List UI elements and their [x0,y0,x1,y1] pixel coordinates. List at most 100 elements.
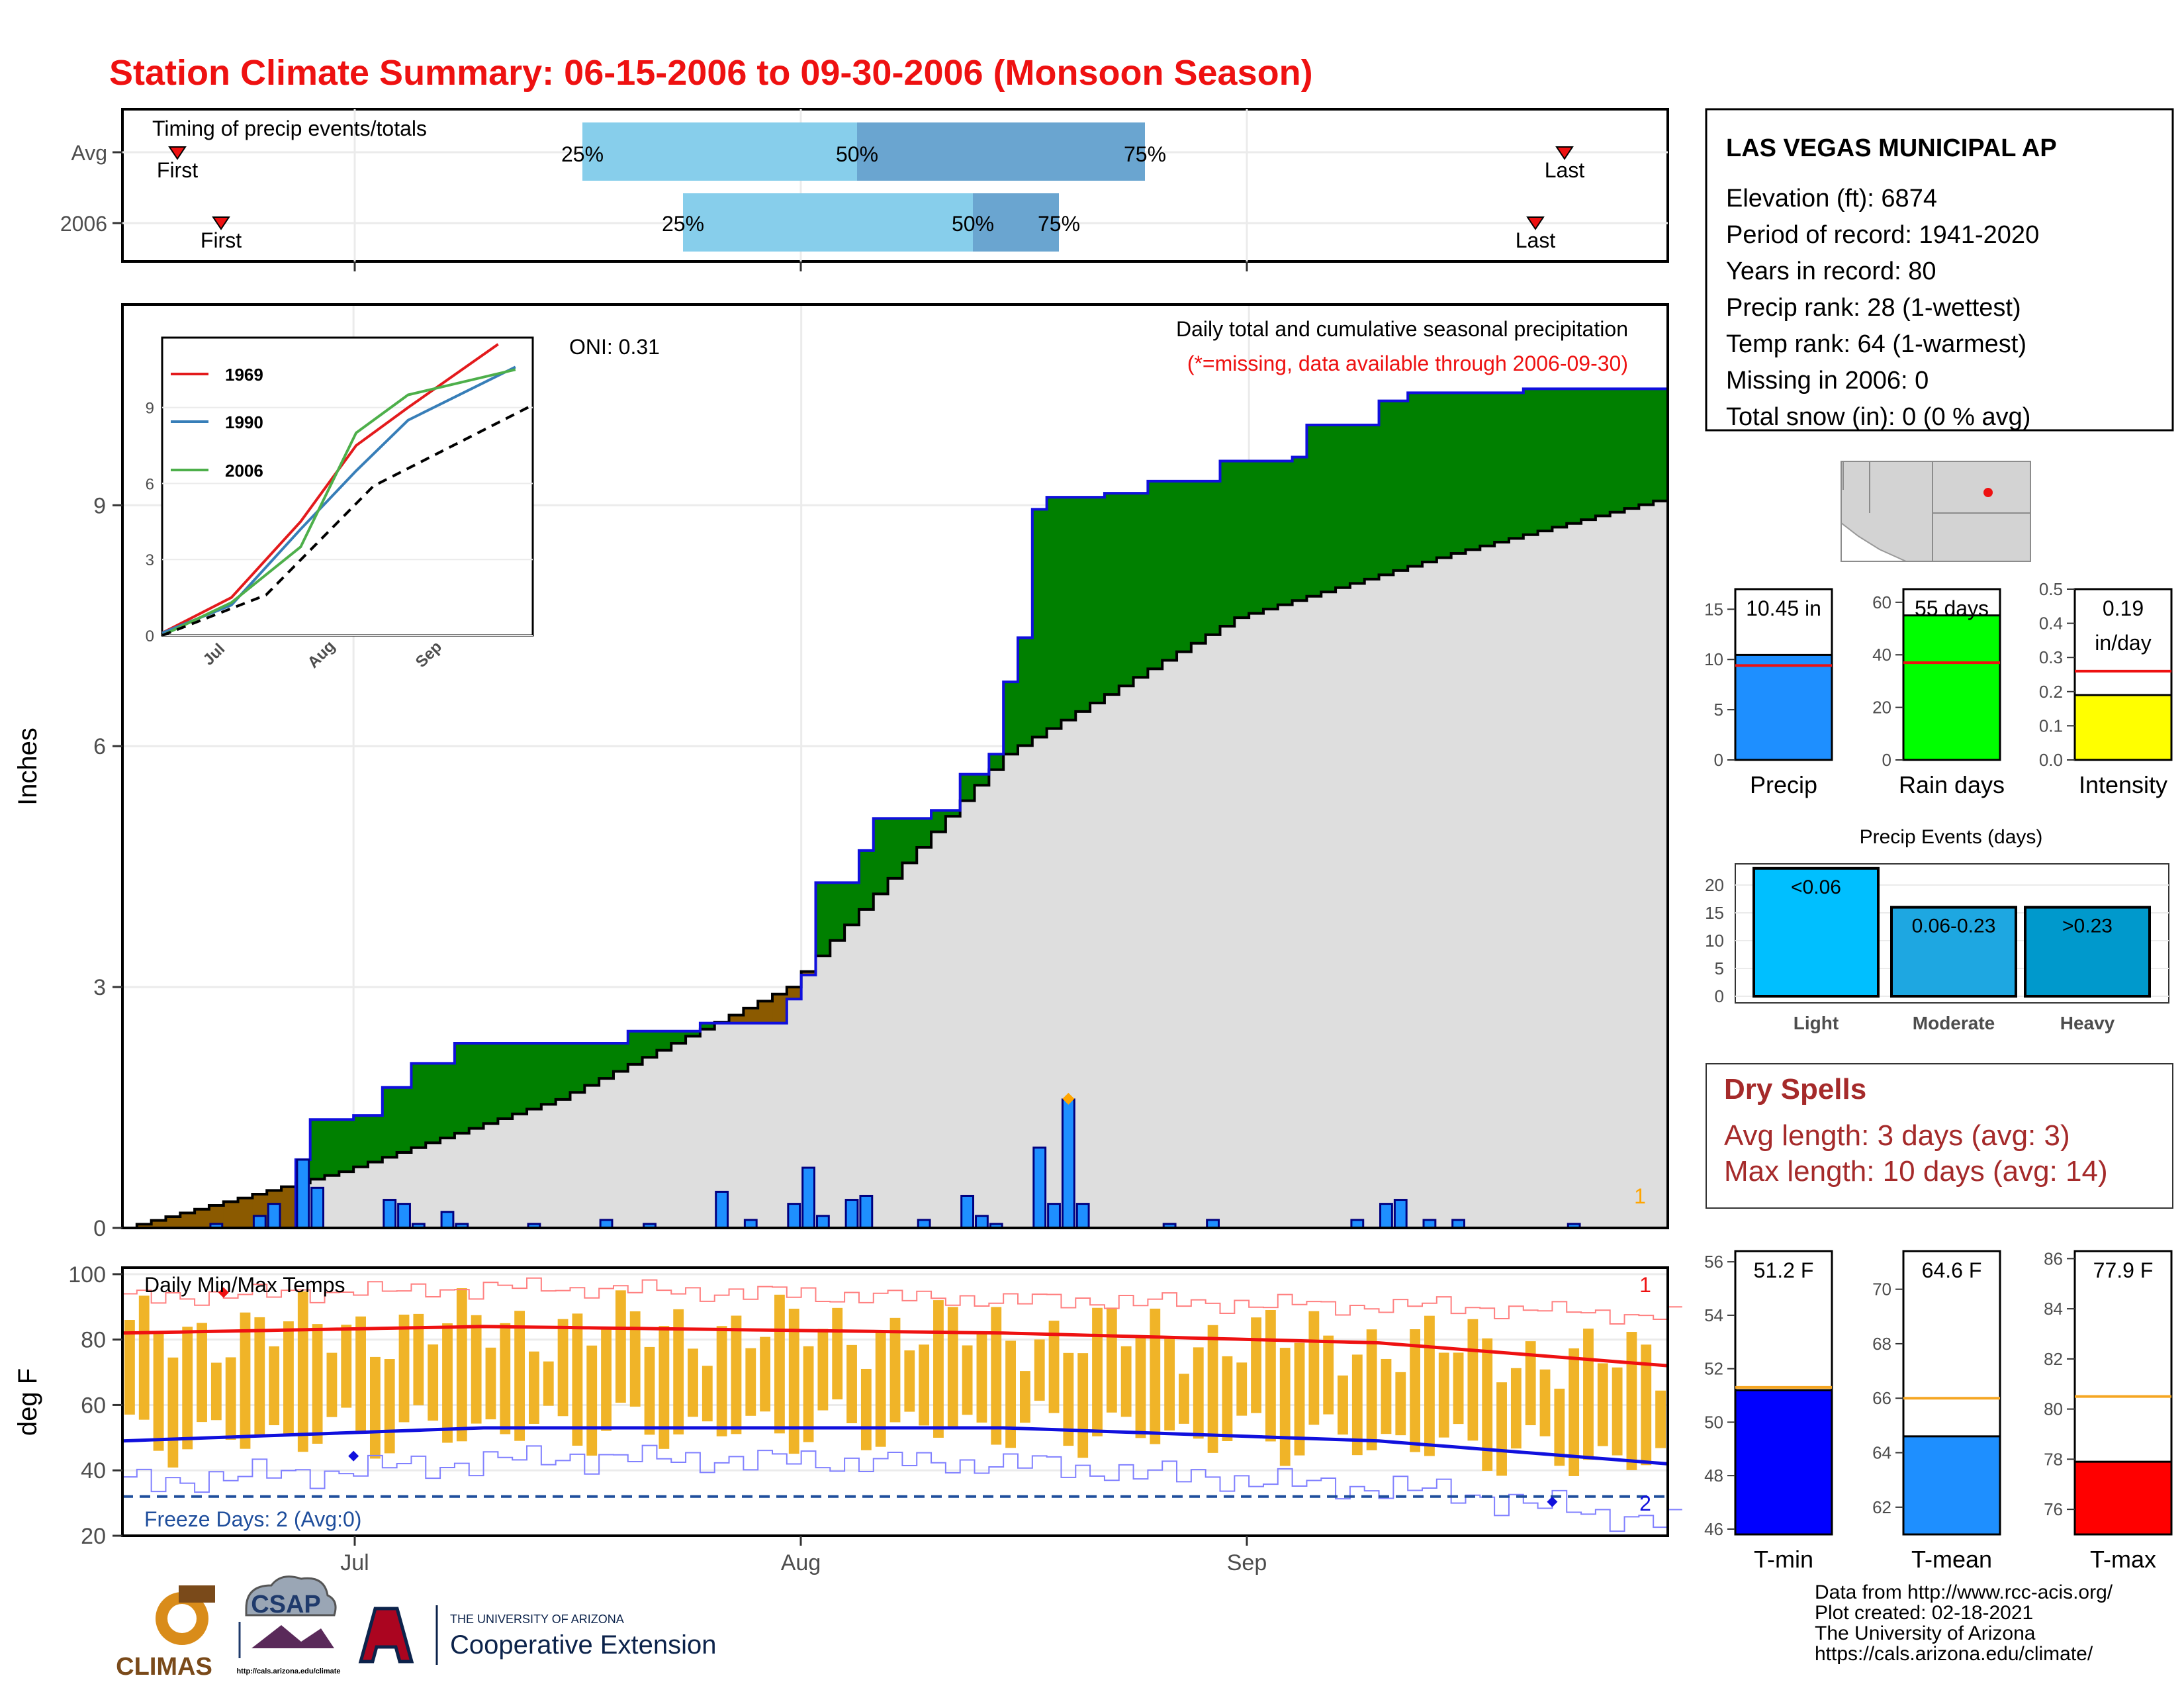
daily-temp-range-bar [601,1329,612,1431]
rain-days-y-tick-label: 40 [1872,645,1891,665]
daily-temp-range-bar [832,1307,843,1399]
daily-temp-range-bar [225,1357,236,1440]
footer-line-source: Data from http://www.rcc-acis.org/ [1815,1581,2113,1603]
inset-legend-1969: 1969 [225,365,263,385]
precip-summary-bar: 0 5 10 15 10.45 in Precip [1704,588,1833,798]
above-average-band [1653,389,1668,501]
station-line-period: Period of record: 1941-2020 [1726,221,2039,249]
daily-temp-range-bar [673,1309,684,1434]
precip-y-tick-label: 10 [1704,649,1723,669]
event-bar-label: Moderate [1913,1013,1995,1033]
daily-temp-range-bar [312,1324,323,1444]
t-min-y-tick-label: 50 [1704,1412,1723,1432]
daily-precip-bar [397,1203,411,1229]
below-average-band [729,1015,744,1023]
above-average-band [454,1043,470,1133]
dry-spells-box: Dry Spells Avg length: 3 days (avg: 3) M… [1706,1063,2173,1209]
below-average-band [208,1205,224,1228]
precip-events-chart: Precip Events (days) <0.06 Light 0.06-0.23… [1705,826,2169,1033]
rain-days-axis-label: Rain days [1899,771,2005,798]
above-average-band [498,1043,513,1119]
temperature-summary-bars: 46 48 50 52 54 56 51.2 F T-min 62 64 66 68 70 64.6 F T… [1704,1248,2173,1573]
above-average-band [945,810,961,817]
below-average-band [758,1001,773,1023]
above-average-band [1451,393,1467,554]
daily-temp-range-bar [1048,1321,1060,1413]
t-mean-value-bar [1902,1435,2001,1536]
timing-avg-50-75 [857,122,1145,181]
precip-count-mark: 1 [1634,1184,1646,1208]
temp-mark-top: 1 [1639,1273,1651,1297]
timing-2006-first-marker [212,216,230,230]
daily-temp-range-bar [283,1321,294,1436]
daily-precip-bar [715,1190,729,1229]
daily-temp-range-bar [1279,1348,1291,1466]
daily-temp-range-bar [572,1313,583,1446]
avg-min-line [122,1426,1668,1466]
intensity-y-tick-label: 0.3 [2039,647,2063,667]
above-average-band [1277,461,1293,605]
timing-2006-25-50 [683,193,973,252]
inset-legend: 1969 1990 2006 [171,365,263,481]
above-average-band [324,1119,340,1176]
above-average-band [1075,497,1091,712]
daily-temp-range-bar [716,1326,727,1436]
daily-temp-range-bar [369,1356,381,1459]
t-max-y-tick-label: 78 [2044,1449,2063,1469]
below-average-band [223,1201,239,1228]
daily-temp-range-bar [933,1300,944,1438]
precip-y-tick-label: 3 [93,975,106,1000]
events-y-tick-label: 0 [1715,986,1724,1006]
footer-text: Data from http://www.rcc-acis.org/ Plot … [1815,1581,2113,1665]
above-average-band [1508,393,1524,539]
inset-series-2006 [161,368,516,637]
footer-line-university: The University of Arizona [1815,1622,2036,1644]
daily-temp-range-bar [442,1323,453,1443]
above-average-band [1263,461,1279,610]
temp-y-tick-label: 80 [81,1328,106,1353]
daily-temp-range-bar [688,1348,698,1417]
above-average-band [858,850,874,910]
events-y-tick-label: 10 [1705,931,1724,951]
event-bar-heavy [2024,906,2151,998]
daily-temp-range-bar [500,1323,511,1434]
above-average-band [902,818,917,863]
daily-temp-range-bar [1338,1375,1348,1435]
inset-y-tick-label: 6 [146,475,154,493]
daily-temp-range-bar [1496,1382,1507,1476]
t-min-y-tick-label: 48 [1704,1466,1723,1485]
precip-value-bar [1734,653,1833,761]
daily-precip-bar [1047,1203,1061,1229]
above-average-band [1191,481,1206,643]
timing-2006-p25: 25% [662,212,704,236]
above-average-band [541,1043,557,1105]
daily-temp-range-bar [1063,1352,1074,1446]
t-max-y-tick-label: 82 [2044,1349,2063,1369]
daily-temp-range-bar [1265,1309,1276,1442]
daily-temp-range-bar [659,1326,670,1449]
climas-logo: CLIMAS [116,1585,215,1681]
timing-avg-p25: 25% [561,142,604,166]
t-min-y-tick-label: 56 [1704,1252,1723,1272]
dry-spells-title: Dry Spells [1724,1073,1866,1105]
daily-temp-range-bar [1467,1319,1479,1441]
daily-temp-range-bar [326,1352,338,1417]
avg-max-line [122,1325,1668,1368]
daily-temp-range-bar [456,1288,467,1442]
daily-temp-range-bar [1179,1374,1189,1424]
above-average-band [657,1031,672,1051]
daily-temp-range-bar [1641,1344,1652,1466]
daily-temp-range-bar [1207,1325,1218,1453]
daily-temp-range-bar [167,1357,179,1468]
event-bar-light [1752,867,1880,998]
daily-temp-range-bar [1482,1338,1493,1471]
inset-legend-1990: 1990 [225,412,263,432]
x-axis: Jul Aug Sep [340,1536,1267,1575]
event-bar-text: >0.23 [2062,915,2113,937]
below-average-band [136,1224,152,1228]
above-average-band [1552,389,1567,528]
daily-precip-bar [1061,1098,1075,1229]
intensity-value-label: 0.19 [2103,596,2144,620]
above-average-band [411,1063,426,1148]
t-max-y-tick-label: 86 [2044,1248,2063,1268]
